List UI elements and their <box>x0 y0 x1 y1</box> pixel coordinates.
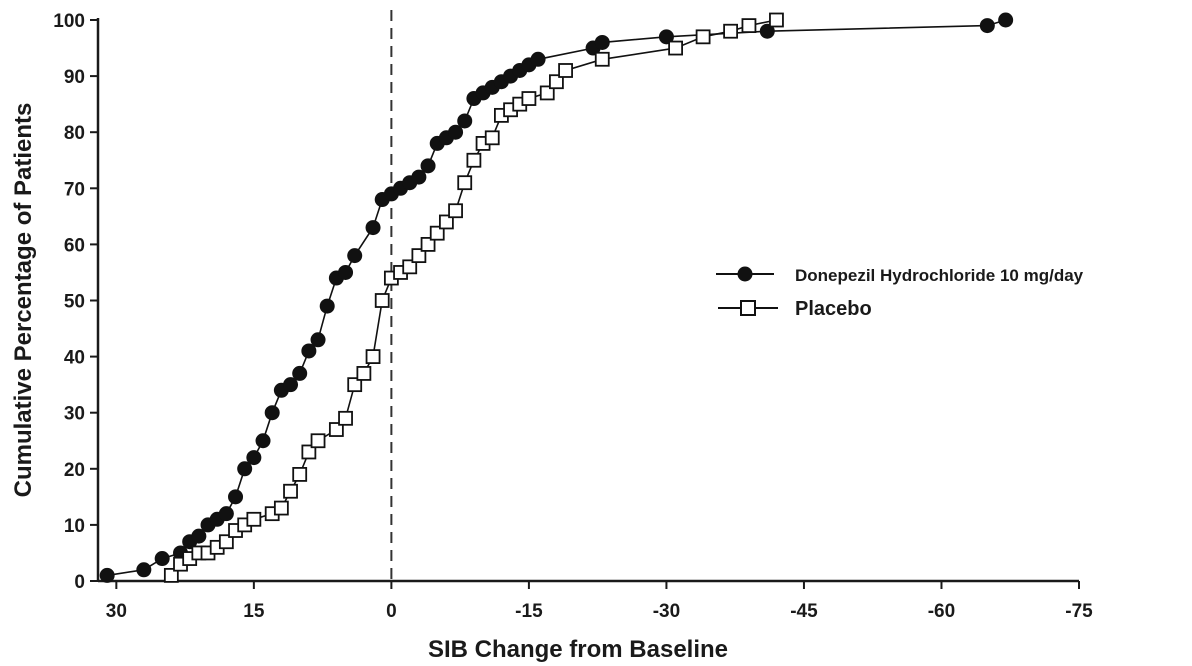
data-point <box>246 511 262 527</box>
data-point <box>228 489 244 505</box>
data-point <box>539 85 555 101</box>
data-point <box>365 220 381 236</box>
x-tick-label: -75 <box>1065 601 1093 622</box>
data-point <box>668 40 683 56</box>
data-point <box>998 12 1014 28</box>
data-point <box>484 130 500 146</box>
data-point <box>292 467 308 482</box>
data-point <box>759 23 775 39</box>
data-point <box>420 236 436 252</box>
x-tick-label: -15 <box>515 601 543 622</box>
y-tick-label: 40 <box>64 348 85 369</box>
data-point <box>356 366 372 381</box>
series-placebo <box>163 12 784 583</box>
data-point <box>310 332 326 348</box>
y-tick-label: 0 <box>74 572 85 593</box>
y-tick-label: 100 <box>53 11 85 32</box>
data-point <box>273 500 289 516</box>
data-point <box>741 18 757 34</box>
legend-label-donepezil: Donepezil Hydrochloride 10 mg/day <box>795 266 1084 285</box>
data-point <box>99 567 115 583</box>
data-point <box>301 444 317 460</box>
data-point <box>347 248 363 264</box>
data-point <box>154 551 170 567</box>
data-point <box>411 248 427 264</box>
data-point <box>695 29 711 45</box>
data-point <box>301 343 317 359</box>
x-tick-label: 30 <box>106 601 127 622</box>
data-point <box>438 214 454 230</box>
x-ticks: 30 15 0 -15 -30 -45 -60 -75 <box>106 581 1093 622</box>
data-point <box>292 365 308 381</box>
data-point <box>448 203 463 219</box>
y-tick-label: 30 <box>64 404 85 425</box>
data-point <box>246 450 262 466</box>
data-point <box>769 12 784 28</box>
data-point <box>979 18 995 34</box>
data-point <box>264 405 280 421</box>
data-point <box>328 422 344 437</box>
y-tick-label: 60 <box>64 235 85 256</box>
data-point <box>163 567 179 583</box>
data-point <box>319 298 335 314</box>
axes-group <box>96 18 1079 583</box>
legend-label-placebo: Placebo <box>795 298 872 320</box>
x-tick-label: -60 <box>928 601 955 622</box>
data-point <box>549 74 564 90</box>
legend-marker-placebo <box>740 300 756 316</box>
data-point <box>365 349 381 365</box>
legend: Donepezil Hydrochloride 10 mg/day Placeb… <box>716 266 1084 320</box>
data-point <box>347 377 363 393</box>
data-point <box>338 264 354 280</box>
legend-marker-donepezil <box>737 266 753 282</box>
data-point <box>723 23 739 39</box>
data-point <box>191 528 207 544</box>
data-point <box>374 293 390 308</box>
data-point <box>411 169 427 185</box>
y-tick-label: 80 <box>64 123 85 144</box>
data-point <box>283 483 298 499</box>
y-tick-label: 50 <box>64 292 85 313</box>
x-tick-label: 0 <box>386 601 397 622</box>
data-point <box>530 51 546 67</box>
y-ticks: 0 10 20 30 40 50 60 70 80 90 100 <box>53 11 98 593</box>
x-axis-title: SIB Change from Baseline <box>428 636 728 663</box>
legend-item-donepezil: Donepezil Hydrochloride 10 mg/day <box>716 266 1084 285</box>
data-point <box>448 124 464 140</box>
data-point <box>558 63 573 78</box>
data-point <box>466 152 482 168</box>
data-point <box>218 506 234 522</box>
data-point <box>420 158 436 174</box>
series-donepezil <box>99 12 1014 583</box>
data-point <box>402 259 418 275</box>
data-point <box>255 433 271 449</box>
data-point <box>594 34 610 50</box>
data-point <box>429 225 445 241</box>
y-tick-label: 10 <box>64 516 85 537</box>
data-point <box>310 433 326 449</box>
legend-item-placebo: Placebo <box>718 298 872 320</box>
data-point <box>457 113 473 129</box>
y-tick-label: 70 <box>64 179 85 200</box>
data-point <box>136 562 152 578</box>
y-tick-label: 20 <box>64 460 85 481</box>
data-point <box>457 175 473 191</box>
data-point <box>218 534 234 550</box>
x-tick-label: -45 <box>790 601 818 622</box>
data-point <box>594 51 610 67</box>
x-tick-label: -30 <box>653 601 680 622</box>
data-point <box>283 377 299 393</box>
x-tick-label: 15 <box>243 601 265 622</box>
data-point <box>237 461 253 477</box>
data-point <box>338 410 353 426</box>
y-axis-title: Cumulative Percentage of Patients <box>10 103 37 498</box>
data-point <box>658 29 674 45</box>
y-tick-label: 90 <box>64 67 85 88</box>
series-layer <box>99 12 1014 583</box>
data-point <box>521 91 537 106</box>
